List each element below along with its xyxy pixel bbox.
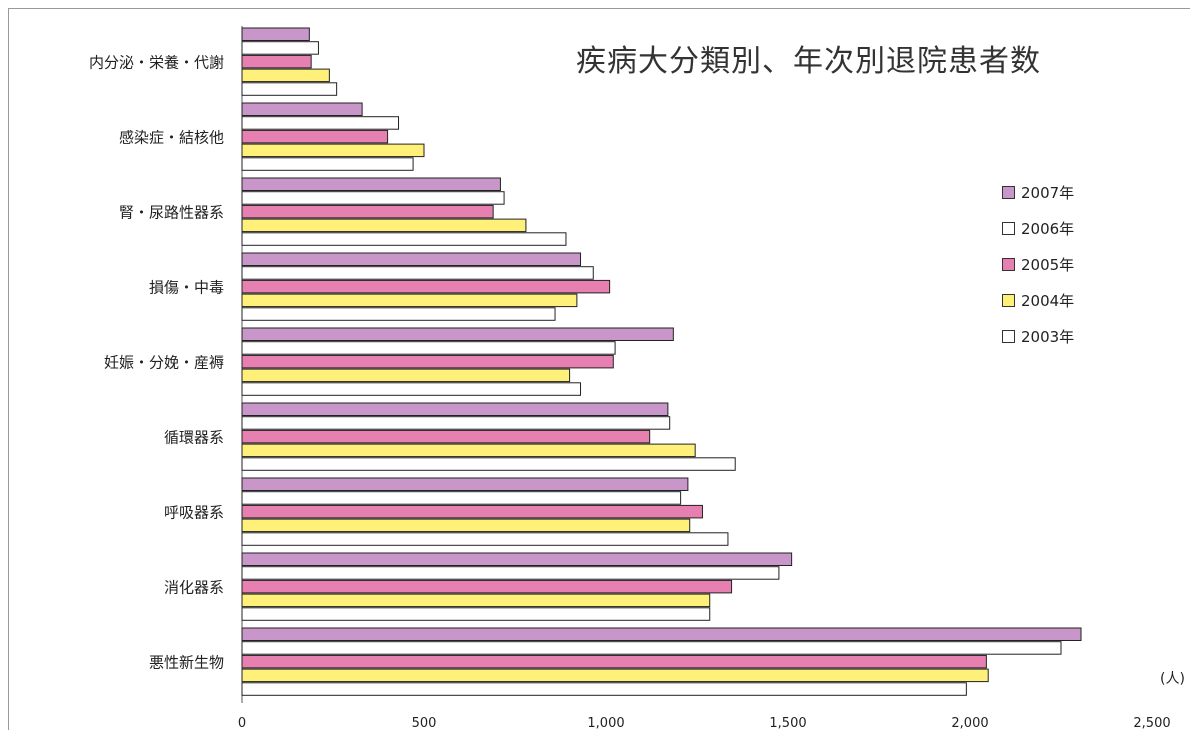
legend-item: 2003年	[1002, 318, 1074, 354]
chart-frame	[8, 8, 1190, 730]
bar	[241, 552, 793, 566]
x-tick-label: 500	[412, 716, 437, 731]
bar	[241, 566, 780, 580]
bar	[241, 668, 989, 683]
bar	[241, 307, 556, 321]
legend-item: 2005年	[1002, 246, 1074, 282]
bar	[241, 504, 703, 519]
unit-label: (人)	[1160, 671, 1185, 687]
bar	[241, 341, 616, 355]
bar	[241, 116, 400, 130]
bar	[241, 518, 691, 533]
x-tick-label: 1,500	[769, 716, 806, 731]
bar	[241, 68, 330, 83]
x-tick-label: 2,500	[1133, 716, 1170, 731]
category-label: 腎・尿路性器系	[119, 203, 224, 221]
bar	[241, 579, 733, 594]
bar	[241, 532, 729, 546]
bar	[241, 607, 711, 621]
legend-item: 2007年	[1002, 174, 1074, 210]
category-label: 呼吸器系	[164, 503, 224, 521]
legend-item: 2006年	[1002, 210, 1074, 246]
legend-label: 2004年	[1021, 291, 1075, 310]
bar	[241, 429, 651, 444]
bar	[241, 491, 682, 505]
legend-swatch	[1002, 221, 1015, 235]
bar	[241, 368, 571, 383]
category-label: 損傷・中毒	[149, 278, 224, 296]
chart-title: 疾病大分類別、年次別退院患者数	[576, 44, 1041, 79]
legend-swatch	[1002, 257, 1015, 271]
legend-label: 2007年	[1021, 183, 1075, 202]
bar	[241, 402, 669, 416]
bar	[241, 641, 1062, 655]
legend-swatch	[1002, 293, 1015, 307]
bar	[241, 204, 494, 219]
legend-label: 2005年	[1021, 255, 1075, 274]
x-tick-label: 0	[238, 716, 246, 731]
bar	[241, 218, 527, 233]
bar	[241, 129, 389, 144]
category-label: 感染症・結核他	[119, 128, 224, 146]
bar	[241, 457, 736, 471]
bar	[241, 354, 614, 369]
bar	[241, 177, 501, 191]
category-label: 内分泌・栄養・代謝	[89, 53, 224, 71]
bar	[241, 593, 711, 608]
legend-label: 2003年	[1021, 327, 1075, 346]
bar	[241, 443, 696, 458]
bar	[241, 279, 611, 294]
legend-label: 2006年	[1021, 219, 1075, 238]
bar	[241, 266, 594, 280]
bar	[241, 82, 338, 96]
legend-item: 2004年	[1002, 282, 1074, 318]
bar	[241, 654, 987, 669]
category-label: 悪性新生物	[149, 653, 224, 671]
bar	[241, 682, 967, 696]
category-label: 循環器系	[164, 428, 224, 446]
bar	[241, 382, 582, 396]
bar	[241, 27, 310, 41]
bar	[241, 627, 1082, 641]
legend-swatch	[1002, 185, 1015, 199]
bar	[241, 477, 689, 491]
x-tick-label: 2,000	[951, 716, 988, 731]
bar	[241, 102, 363, 116]
x-tick-label: 1,000	[587, 716, 624, 731]
bar	[241, 232, 567, 246]
bar	[241, 191, 505, 205]
bar	[241, 41, 319, 55]
bar	[241, 157, 414, 171]
legend-swatch	[1002, 329, 1015, 343]
bar	[241, 143, 425, 158]
bar	[241, 54, 312, 69]
category-label: 消化器系	[164, 578, 224, 596]
bar	[241, 416, 671, 430]
bar	[241, 293, 578, 308]
category-label: 妊娠・分娩・産褥	[104, 353, 224, 371]
bar	[241, 327, 674, 341]
legend: 2007年 2006年 2005年 2004年 2003年	[1002, 174, 1074, 354]
bar	[241, 252, 582, 266]
